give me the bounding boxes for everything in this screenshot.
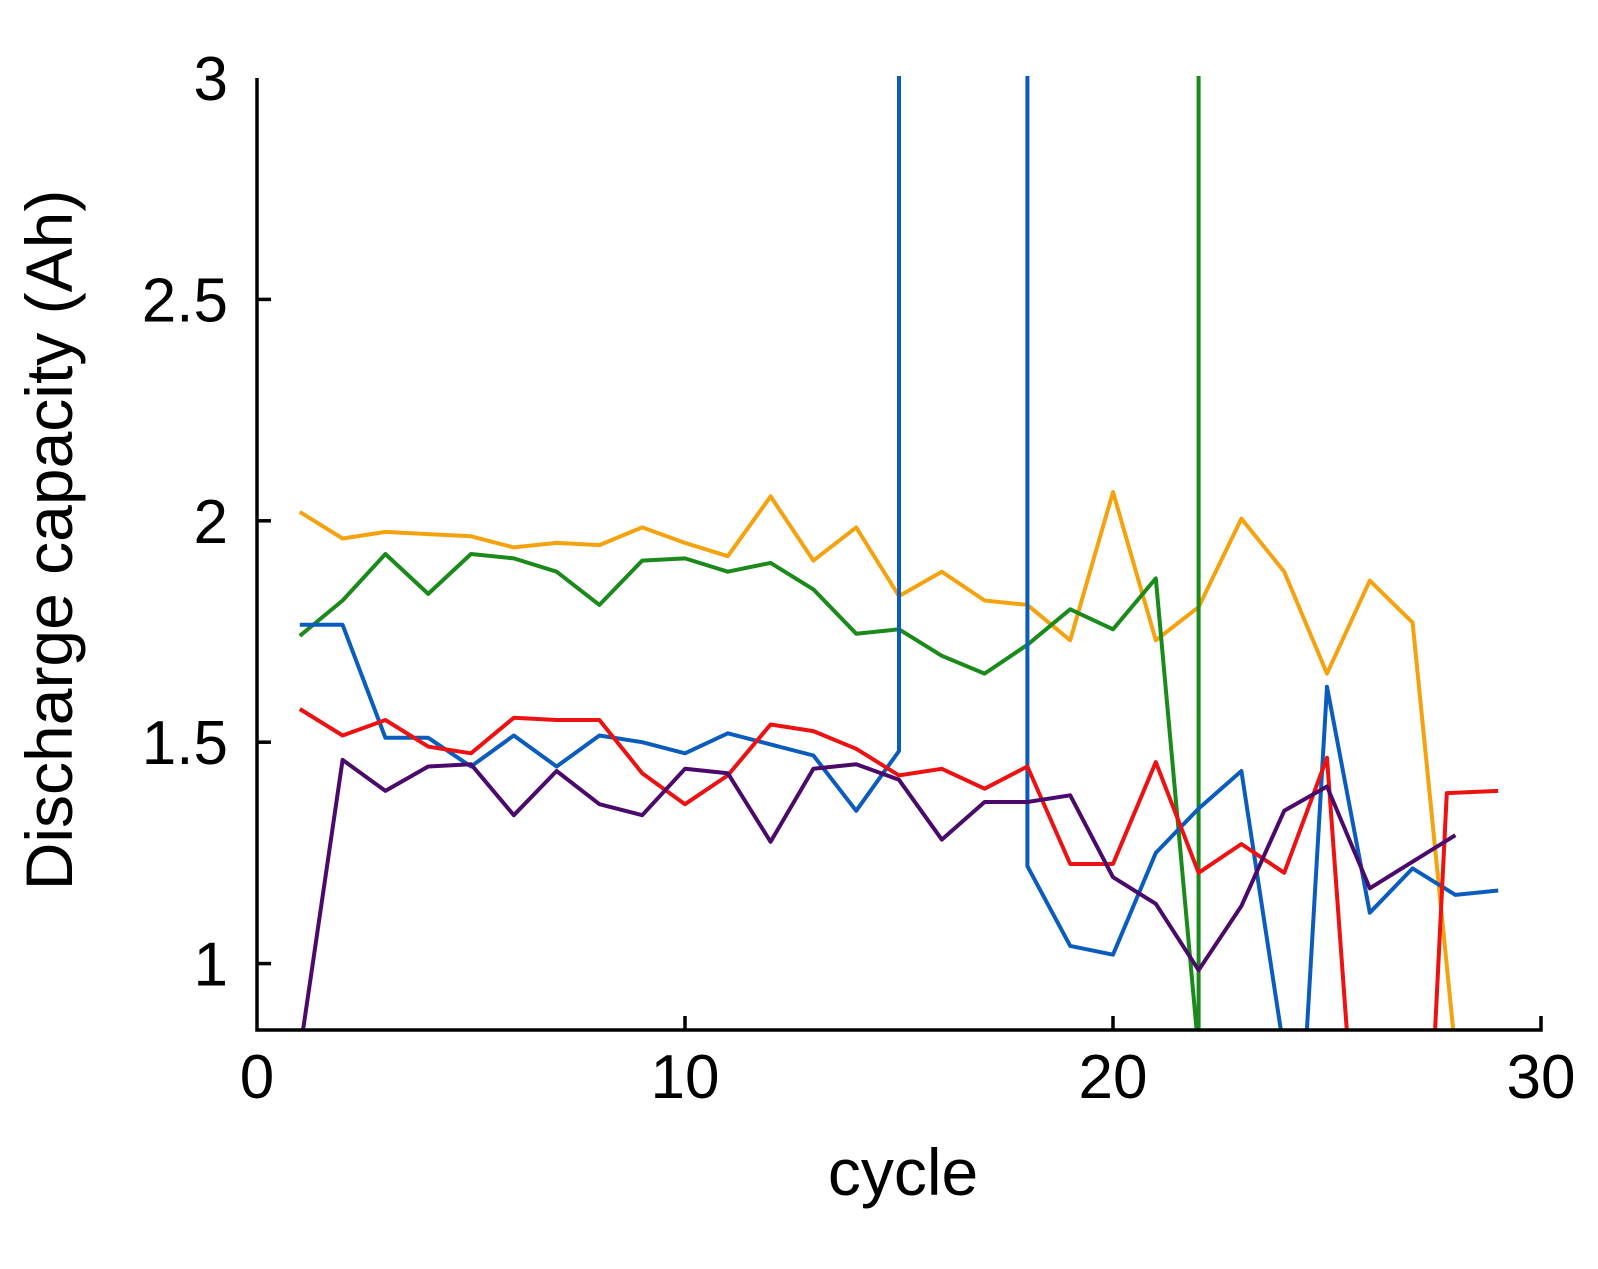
x-tick-label-20: 20 [1079, 1043, 1148, 1112]
x-axis-ticks: 0 10 20 30 [240, 1016, 1576, 1112]
x-tick-label-0: 0 [240, 1043, 274, 1112]
series-line-red [298, 707, 1499, 1030]
x-axis-title: cycle [828, 1135, 978, 1209]
y-tick-label-1: 1 [194, 931, 228, 1000]
axes [255, 78, 1543, 1032]
y-tick-label-2: 2 [194, 488, 228, 557]
y-tick-label-2.5: 2.5 [142, 266, 228, 335]
x-tick-label-10: 10 [651, 1043, 720, 1112]
series-line-blue [299, 76, 1499, 1030]
series-line-orange [298, 490, 1456, 1030]
y-axis-title: Discharge capacity (Ah) [12, 190, 86, 891]
series-layer [298, 76, 1499, 1030]
y-tick-label-3: 3 [194, 45, 228, 114]
y-tick-label-1.5: 1.5 [142, 709, 228, 778]
series-line-green [298, 76, 1201, 1030]
y-axis-ticks: 1 1.5 2 2.5 3 [142, 45, 271, 1000]
axis-frame [255, 78, 1543, 1032]
series-line-purple [301, 757, 1457, 1030]
x-tick-label-30: 30 [1507, 1043, 1576, 1112]
